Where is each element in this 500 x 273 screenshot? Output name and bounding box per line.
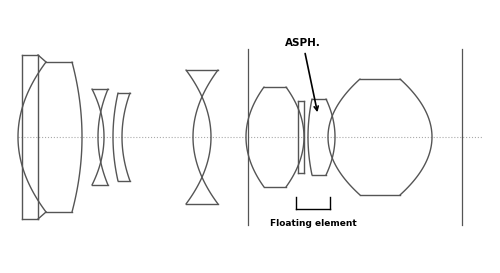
Text: ASPH.: ASPH. <box>285 38 321 111</box>
Text: Floating element: Floating element <box>270 219 356 228</box>
